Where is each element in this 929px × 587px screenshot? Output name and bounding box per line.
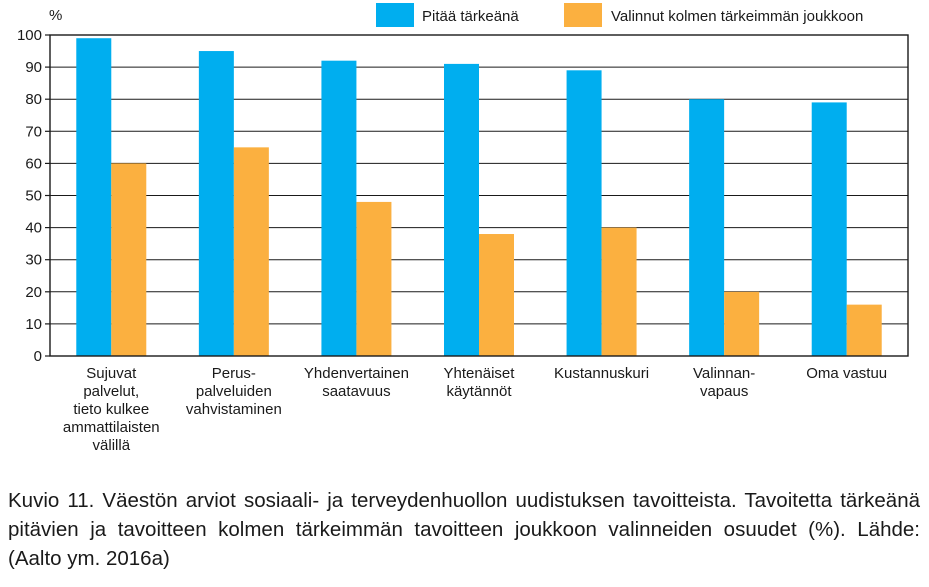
- y-tick-label: 60: [25, 155, 42, 172]
- legend-swatch-valinnut-kolmen: [564, 3, 602, 27]
- bars: [76, 38, 882, 357]
- x-category-label: Valinnan-vapaus: [693, 365, 755, 400]
- legend-swatch-pitaa-tarkeana: [376, 3, 414, 27]
- x-category-label: Sujuvat palvelut, tieto kulkee ammattilaist…: [63, 365, 160, 454]
- x-axis-labels: Sujuvat palvelut, tieto kulkee ammattilaist…: [63, 365, 887, 454]
- x-category-label: Yhtenäiset käytännöt: [444, 365, 516, 400]
- bar-valinnut-kolmen: [111, 163, 147, 356]
- bar-pitaa-tarkeana: [76, 38, 112, 357]
- y-tick-label: 80: [25, 91, 42, 108]
- figure-caption: Kuvio 11. Väestön arviot sosiaali- ja te…: [8, 489, 920, 570]
- bar-valinnut-kolmen: [724, 291, 760, 356]
- y-tick-label: 90: [25, 59, 42, 76]
- bar-valinnut-kolmen: [846, 304, 882, 356]
- y-axis-unit-label: %: [49, 7, 62, 24]
- x-category-label: Perus-palveluiden vahvistaminen: [186, 365, 282, 418]
- legend: Pitää tärkeänä Valinnut kolmen tärkeimmä…: [376, 3, 863, 27]
- bar-pitaa-tarkeana: [566, 70, 602, 356]
- x-category-label: Yhdenvertainen saatavuus: [304, 365, 409, 400]
- y-tick-label: 70: [25, 123, 42, 140]
- bar-pitaa-tarkeana: [811, 102, 847, 356]
- bar-pitaa-tarkeana: [321, 60, 357, 357]
- bar-pitaa-tarkeana: [444, 63, 479, 356]
- x-category-label: Kustannuskuri: [554, 365, 649, 382]
- x-category-label: Oma vastuu: [806, 365, 887, 382]
- y-tick-label: 10: [25, 316, 42, 333]
- legend-label-valinnut-kolmen: Valinnut kolmen tärkeimmän joukkoon: [611, 8, 863, 25]
- y-axis: 0 10 20 30 40 50 60 70 80 90 100: [17, 27, 50, 365]
- bar-valinnut-kolmen: [356, 201, 392, 356]
- bar-pitaa-tarkeana: [198, 51, 234, 357]
- bar-valinnut-kolmen: [233, 147, 269, 356]
- bar-chart: 0 10 20 30 40 50 60 70 80 90 100 Sujuvat palvelut, t…: [17, 3, 909, 454]
- y-tick-label: 30: [25, 252, 42, 269]
- bar-pitaa-tarkeana: [689, 99, 725, 356]
- bar-valinnut-kolmen: [479, 234, 514, 356]
- y-tick-label: 100: [17, 27, 42, 44]
- legend-label-pitaa-tarkeana: Pitää tärkeänä: [422, 8, 519, 25]
- y-tick-label: 40: [25, 220, 42, 237]
- y-tick-label: 50: [25, 188, 42, 205]
- y-tick-label: 0: [34, 348, 42, 365]
- bar-valinnut-kolmen: [601, 227, 637, 356]
- y-tick-label: 20: [25, 284, 42, 301]
